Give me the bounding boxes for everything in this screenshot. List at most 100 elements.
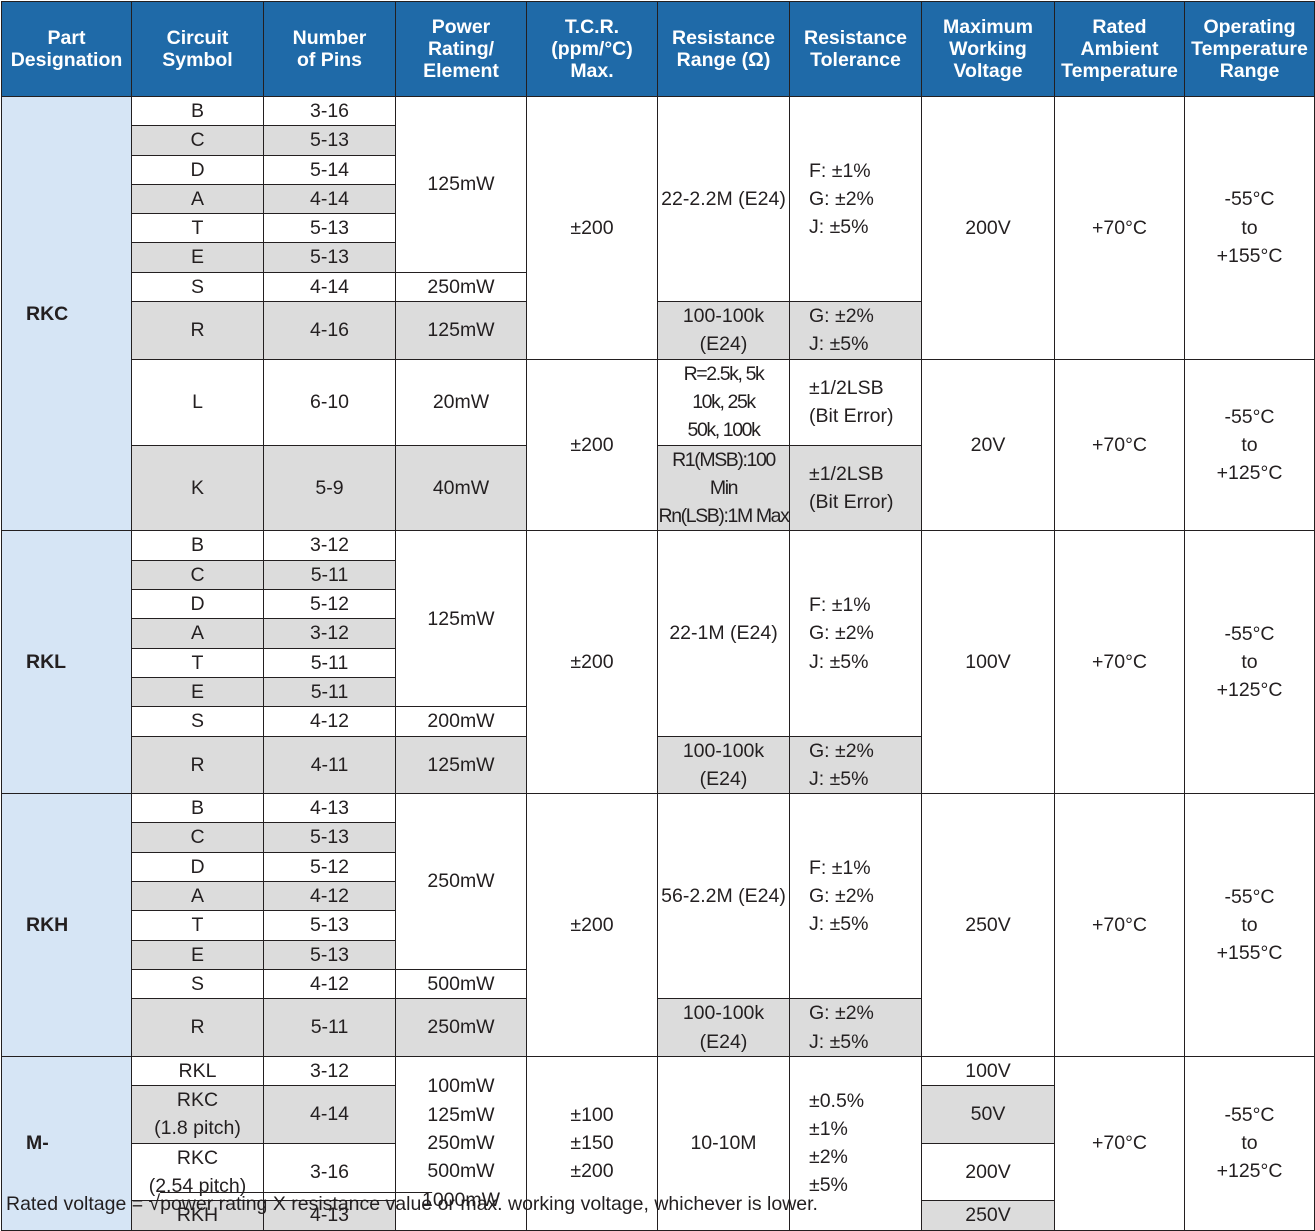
resistance-tolerance-cell: F: ±1% G: ±2% J: ±5% (789, 530, 922, 737)
square-root-icon: √ (148, 1192, 161, 1215)
circuit-symbol-cell: S (131, 271, 264, 303)
table-row: T 5-13 (2, 910, 1315, 941)
max-voltage-cell: 20V (921, 358, 1055, 532)
part-designation-rkc: RKC (1, 95, 132, 532)
circuit-symbol-cell: R (131, 735, 264, 795)
circuit-symbol-cell: C (131, 559, 264, 591)
pin-count-cell: 5-9 (263, 444, 396, 532)
circuit-symbol-cell: S (131, 706, 264, 737)
table-row: D 5-12 (2, 589, 1315, 620)
circuit-symbol-cell: C (131, 822, 264, 853)
table-row: C 5-11 (2, 559, 1315, 591)
pin-count-cell: 6-10 (263, 358, 396, 446)
footnote-prefix: Rated voltage = (6, 1193, 149, 1215)
pin-count-cell: 5-14 (263, 154, 396, 185)
tcr-cell: ±200 (526, 358, 658, 532)
max-voltage-cell: 250V (921, 1200, 1055, 1231)
pin-count-cell: 3-16 (263, 95, 396, 127)
table-row: E 5-11 (2, 676, 1315, 708)
header-rated-ambient-temperature: Rated Ambient Temperature (1054, 1, 1185, 97)
resistance-tolerance-cell: G: ±2% J: ±5% (789, 735, 922, 795)
header-resistance-tolerance: Resistance Tolerance (789, 1, 922, 97)
pin-count-cell: 3-12 (263, 618, 396, 649)
resistance-tolerance-cell: G: ±2% J: ±5% (789, 998, 922, 1057)
circuit-symbol-cell: D (131, 589, 264, 620)
circuit-symbol-cell: C (131, 125, 264, 156)
table-row: S 4-12 200mW (2, 706, 1315, 737)
pin-count-cell: 4-14 (263, 271, 396, 303)
part-designation-rkl: RKL (1, 530, 132, 795)
power-rating-cell: 250mW (395, 793, 527, 970)
resistance-range-cell: 22-2.2M (E24) (657, 95, 790, 303)
rated-temperature-cell: +70°C (1054, 1055, 1185, 1231)
part-designation-m: M- (1, 1055, 132, 1231)
table-row: C 5-13 (2, 125, 1315, 156)
power-rating-cell: 500mW (395, 968, 527, 1000)
tcr-cell: ±200 (526, 530, 658, 795)
circuit-symbol-cell: RKL (131, 1055, 264, 1087)
max-voltage-cell: 50V (921, 1085, 1055, 1144)
pin-count-cell: 5-11 (263, 676, 396, 708)
header-power-rating: Power Rating/ Element (395, 1, 527, 97)
pin-count-cell: 5-11 (263, 647, 396, 678)
header-number-of-pins: Number of Pins (263, 1, 396, 97)
power-rating-cell: 100mW 125mW 250mW 500mW 1000mW (395, 1055, 527, 1231)
table-row: M- RKL 3-12 100mW 125mW 250mW 500mW 1000… (1, 1055, 1315, 1231)
circuit-symbol-cell: A (131, 183, 264, 215)
footnote-suffix: or max. working voltage, whichever is lo… (432, 1193, 818, 1215)
circuit-symbol-cell: L (131, 358, 264, 446)
pin-count-cell: 5-13 (263, 213, 396, 244)
tcr-cell: ±100 ±150 ±200 (526, 1055, 658, 1231)
circuit-symbol-cell: E (131, 676, 264, 708)
rated-temperature-cell: +70°C (1054, 96, 1185, 360)
pin-count-cell: 3-12 (263, 1055, 396, 1087)
table-row: RKH B 4-13 250mW ±200 56-2.2M (E24) F: ±… (1, 793, 1315, 1057)
table-row: C 5-13 (2, 822, 1315, 853)
table-row: L 6-10 20mW ±200 R=2.5k, 5k 10k, 25k 50k… (2, 358, 1315, 532)
resistance-tolerance-cell: F: ±1% G: ±2% J: ±5% (789, 793, 922, 1000)
power-rating-cell: 250mW (395, 998, 527, 1057)
table-row: D 5-14 (2, 154, 1315, 185)
power-rating-cell: 125mW (395, 96, 527, 273)
header-row: Part Designation Circuit Symbol Number o… (1, 1, 1315, 97)
circuit-symbol-cell: T (131, 910, 264, 941)
tcr-cell: ±200 (526, 793, 658, 1057)
table-row: RKC (2.54 pitch) 3-16 200V (2, 1142, 1315, 1202)
circuit-symbol-cell: T (131, 647, 264, 678)
table-row: RKC B 3-16 125mW ±200 22-2.2M (E24) F: ±… (1, 95, 1315, 532)
max-voltage-cell: 100V (921, 1055, 1055, 1087)
circuit-symbol-cell: S (131, 968, 264, 1000)
rated-temperature-cell: +70°C (1054, 358, 1185, 532)
power-rating-cell: 40mW (395, 444, 527, 532)
resistance-range-text: R=2.5k, 5k 10k, 25k 50k, 100k (683, 362, 765, 442)
pin-count-cell: 5-13 (263, 125, 396, 156)
operating-range-cell: -55°C to +125°C (1184, 530, 1315, 795)
rated-temperature-cell: +70°C (1054, 530, 1185, 795)
header-operating-temperature-range: Operating Temperature Range (1184, 1, 1315, 97)
resistance-tolerance-cell: G: ±2% J: ±5% (789, 301, 922, 360)
power-rating-cell: 125mW (395, 735, 527, 795)
circuit-symbol-cell: A (131, 881, 264, 912)
resistance-range-cell: 10-10M (657, 1055, 790, 1231)
rated-temperature-cell: +70°C (1054, 793, 1185, 1057)
resistance-tolerance-cell: ±1/2LSB (Bit Error) (789, 444, 922, 532)
resistance-range-cell: 100-100k (E24) (657, 301, 790, 360)
circuit-symbol-cell: K (131, 444, 264, 532)
power-rating-cell: 125mW (395, 301, 527, 360)
resistance-tolerance-cell: F: ±1% G: ±2% J: ±5% (789, 95, 922, 303)
rated-voltage-footnote: Rated voltage = √power rating X resistan… (6, 1189, 818, 1219)
table-row: E 5-13 (2, 939, 1315, 970)
pin-count-cell: 4-14 (263, 183, 396, 215)
header-max-working-voltage: Maximum Working Voltage (921, 1, 1055, 97)
circuit-symbol-cell: E (131, 242, 264, 273)
operating-range-cell: -55°C to +125°C (1184, 1055, 1315, 1231)
operating-range-cell: -55°C to +155°C (1184, 793, 1315, 1057)
circuit-symbol-cell: B (131, 95, 264, 127)
table-row: E 5-13 (2, 242, 1315, 273)
resistance-range-cell: 100-100k (E24) (657, 735, 790, 795)
resistance-range-text: R1(MSB):100 Min Rn(LSB):1M Max (658, 448, 790, 528)
pin-count-cell: 5-12 (263, 851, 396, 883)
pin-count-cell: 4-12 (263, 968, 396, 1000)
pin-count-cell: 3-12 (263, 530, 396, 561)
